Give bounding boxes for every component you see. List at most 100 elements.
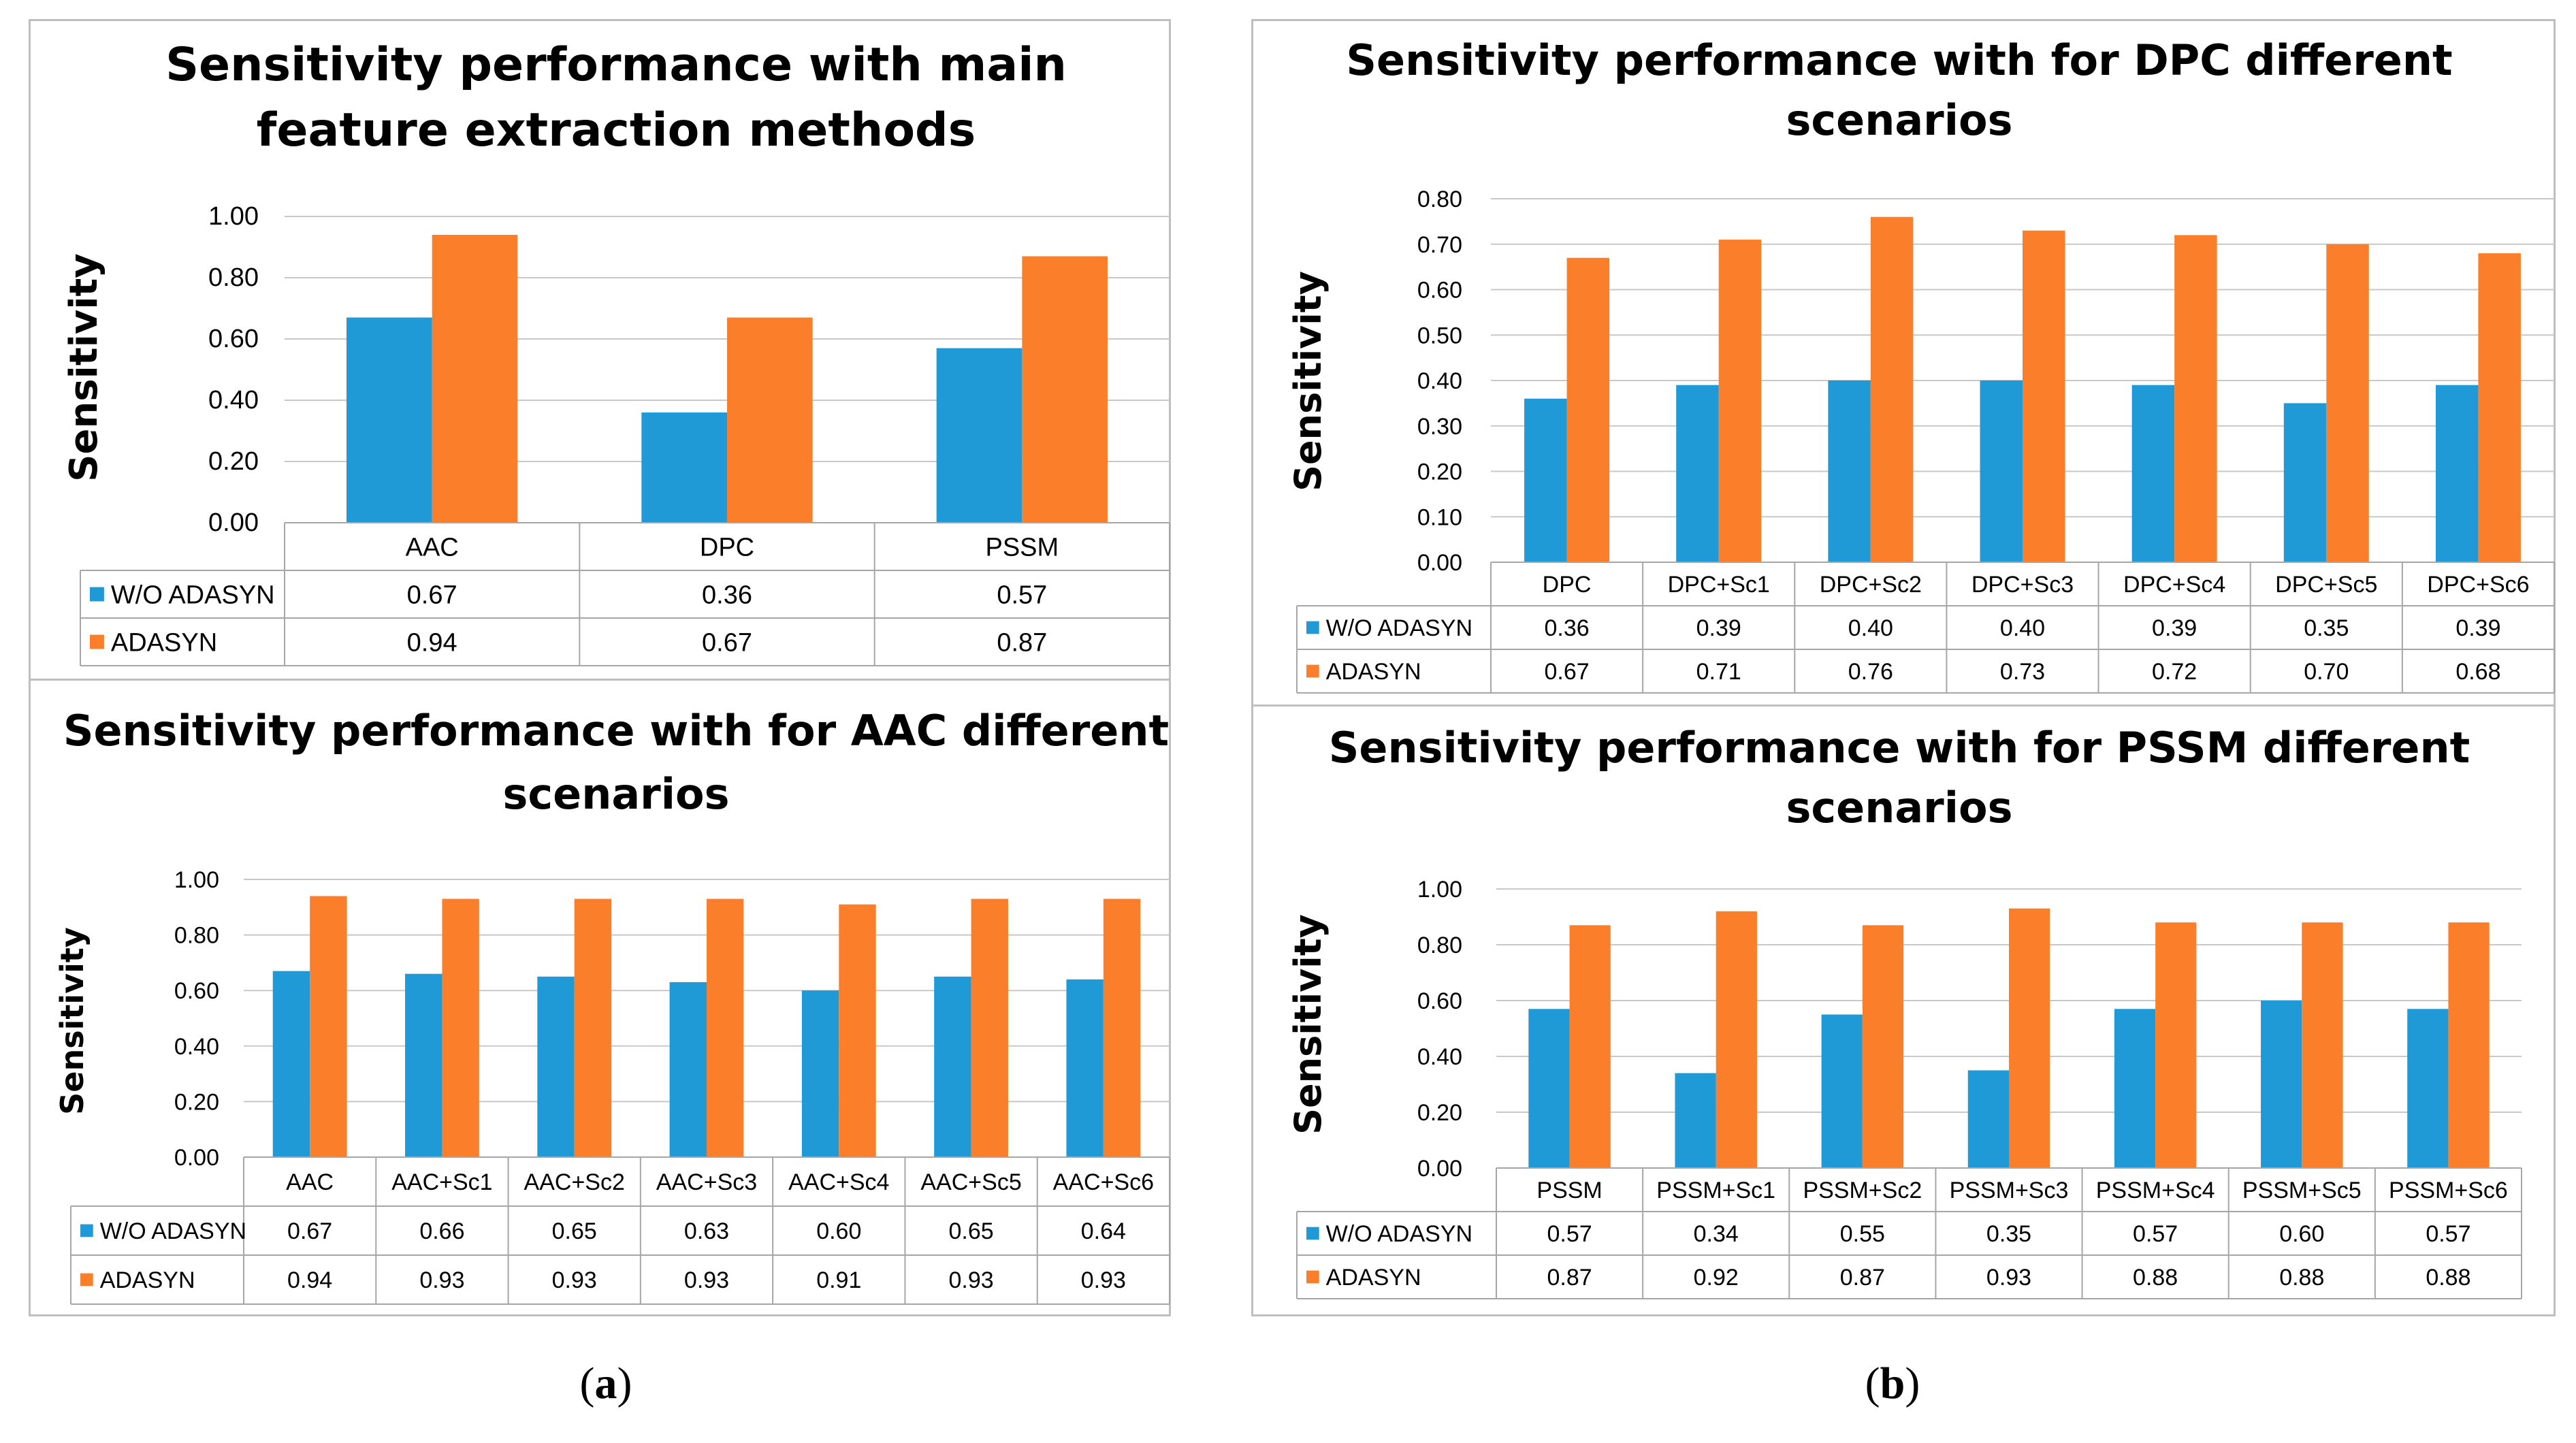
chart-dpc-table-value: 0.70 (2304, 659, 2349, 685)
chart-main-table-value: 0.94 (407, 629, 457, 658)
chart-aac-table-value: 0.93 (419, 1267, 464, 1293)
chart-aac-table-value: 0.63 (684, 1218, 729, 1244)
chart-aac-table-value: 0.65 (552, 1218, 597, 1244)
chart-pssm-bar-adasyn (2448, 922, 2490, 1168)
chart-aac-bar-adasyn (839, 904, 876, 1157)
chart-pssm-table-value: 0.57 (2133, 1221, 2178, 1247)
chart-pssm-bar-without-adasyn (1821, 1014, 1863, 1168)
chart-dpc-ylabel: Sensitivity (1287, 271, 1330, 491)
chart-aac-title-line: Sensitivity performance with for AAC dif… (63, 706, 1169, 756)
chart-dpc-ytick-label: 0.40 (1417, 368, 1462, 394)
chart-aac-ytick-label: 0.40 (174, 1034, 219, 1060)
chart-aac-category-label: AAC+Sc5 (920, 1169, 1021, 1195)
chart-aac-bar-adasyn (574, 898, 612, 1157)
chart-pssm-ytick-label: 1.00 (1417, 877, 1462, 903)
chart-pssm-category-label: PSSM+Sc4 (2096, 1178, 2215, 1203)
chart-dpc-legend-label: ADASYN (1326, 659, 1421, 685)
chart-pssm-table-value: 0.60 (2279, 1221, 2324, 1247)
chart-pssm-table-value: 0.55 (1840, 1221, 1885, 1247)
chart-dpc-legend-swatch (1306, 664, 1319, 678)
chart-dpc-bar-without-adasyn (1524, 398, 1567, 562)
chart-aac-legend-swatch (80, 1224, 93, 1237)
chart-pssm-legend-swatch (1306, 1270, 1319, 1284)
chart-pssm-category-label: PSSM+Sc6 (2389, 1178, 2508, 1203)
chart-aac-bar-adasyn (310, 896, 347, 1157)
chart-main-bar-without-adasyn (347, 317, 432, 523)
panel-label-a: (a) (579, 1359, 632, 1408)
chart-main-table-value: 0.36 (702, 581, 752, 610)
chart-dpc-table-value: 0.76 (1848, 659, 1893, 685)
chart-dpc-bar-without-adasyn (2131, 385, 2175, 562)
chart-dpc-table-value: 0.39 (2456, 615, 2500, 641)
chart-aac-table-value: 0.60 (816, 1218, 861, 1244)
chart-pssm-bar-without-adasyn (1675, 1073, 1716, 1168)
chart-pssm-table-value: 0.88 (2426, 1265, 2470, 1291)
chart-dpc-bar-adasyn (2326, 244, 2369, 562)
chart-dpc-category-label: DPC+Sc6 (2427, 572, 2529, 598)
chart-dpc-category-label: DPC+Sc2 (1820, 572, 1922, 598)
chart-aac-table-value: 0.66 (419, 1218, 464, 1244)
chart-pssm-bar-without-adasyn (2114, 1009, 2156, 1168)
chart-dpc-bar-without-adasyn (1980, 380, 2023, 562)
chart-aac-table-value: 0.93 (684, 1267, 729, 1293)
chart-aac-bar-without-adasyn (801, 990, 839, 1157)
chart-pssm-bar-adasyn (2009, 908, 2050, 1168)
chart-aac-bar-adasyn (1103, 898, 1141, 1157)
chart-main-bar-adasyn (1022, 256, 1108, 523)
chart-pssm-ytick-label: 0.00 (1417, 1156, 1462, 1182)
chart-pssm-title-line: scenarios (1786, 783, 2012, 832)
chart-dpc-ytick-label: 0.00 (1417, 550, 1462, 576)
panel-label-b: (b) (1865, 1359, 1920, 1408)
chart-main-legend-swatch (90, 587, 104, 602)
chart-aac-bar-without-adasyn (537, 976, 575, 1157)
chart-dpc-bar-without-adasyn (1828, 380, 1871, 562)
chart-aac-category-label: AAC+Sc4 (788, 1169, 889, 1195)
chart-pssm-category-label: PSSM+Sc3 (1950, 1178, 2069, 1203)
chart-main-title-line: feature extraction methods (257, 103, 976, 157)
chart-dpc-category-label: DPC+Sc3 (1971, 572, 2074, 598)
chart-pssm-table-value: 0.93 (1986, 1265, 2031, 1291)
chart-aac-category-label: AAC+Sc1 (391, 1169, 492, 1195)
chart-dpc-table-value: 0.72 (2152, 659, 2197, 685)
chart-dpc-category-label: DPC+Sc4 (2123, 572, 2225, 598)
chart-dpc-legend-swatch (1306, 621, 1319, 634)
chart-pssm-table-value: 0.87 (1547, 1265, 1592, 1291)
chart-aac-legend-swatch (80, 1273, 93, 1286)
chart-main-category-label: AAC (406, 534, 459, 562)
chart-pssm-ylabel: Sensitivity (1287, 914, 1330, 1135)
chart-dpc-table-value: 0.71 (1696, 659, 1741, 685)
panel-a-divider (29, 679, 1171, 681)
chart-main-table-value: 0.87 (997, 629, 1047, 658)
chart-dpc-table-value: 0.67 (1544, 659, 1589, 685)
chart-aac-bar-without-adasyn (405, 973, 442, 1157)
chart-main-ytick-label: 0.60 (208, 325, 259, 353)
chart-dpc-bar-adasyn (1566, 257, 1610, 562)
chart-pssm-table-value: 0.88 (2279, 1265, 2324, 1291)
chart-pssm-category-label: PSSM+Sc2 (1803, 1178, 1922, 1203)
chart-aac-table-value: 0.64 (1081, 1218, 1126, 1244)
chart-pssm-bar-adasyn (1862, 925, 1904, 1168)
chart-dpc-bar-without-adasyn (2283, 403, 2327, 562)
chart-pssm-category-label: PSSM+Sc5 (2242, 1178, 2362, 1203)
chart-dpc-table-value: 0.40 (2000, 615, 2045, 641)
chart-aac-bar-without-adasyn (669, 982, 707, 1157)
chart-dpc-category-label: DPC+Sc1 (1668, 572, 1770, 598)
chart-aac-ytick-label: 1.00 (174, 867, 219, 893)
chart-dpc-ytick-label: 0.20 (1417, 459, 1462, 485)
chart-aac-ytick-label: 0.80 (174, 923, 219, 949)
chart-pssm-bar-adasyn (1569, 925, 1611, 1168)
chart-main-title-line: Sensitivity performance with main (165, 38, 1067, 92)
chart-dpc-category-label: DPC (1543, 572, 1592, 598)
chart-aac-ytick-label: 0.20 (174, 1089, 219, 1115)
chart-dpc-table-value: 0.39 (2152, 615, 2197, 641)
chart-aac-table-value: 0.94 (287, 1267, 332, 1293)
chart-pssm-table-value: 0.87 (1840, 1265, 1885, 1291)
chart-dpc-bar-adasyn (2478, 253, 2521, 562)
chart-dpc-table-value: 0.40 (1848, 615, 1893, 641)
chart-pssm-legend-label: W/O ADASYN (1326, 1221, 1472, 1247)
chart-main-ytick-label: 0.40 (208, 386, 259, 415)
chart-aac-bar-adasyn (707, 898, 744, 1157)
chart-aac-bar-adasyn (442, 898, 479, 1157)
chart-pssm-table-value: 0.88 (2133, 1265, 2178, 1291)
chart-dpc-bar-without-adasyn (1676, 385, 1719, 562)
